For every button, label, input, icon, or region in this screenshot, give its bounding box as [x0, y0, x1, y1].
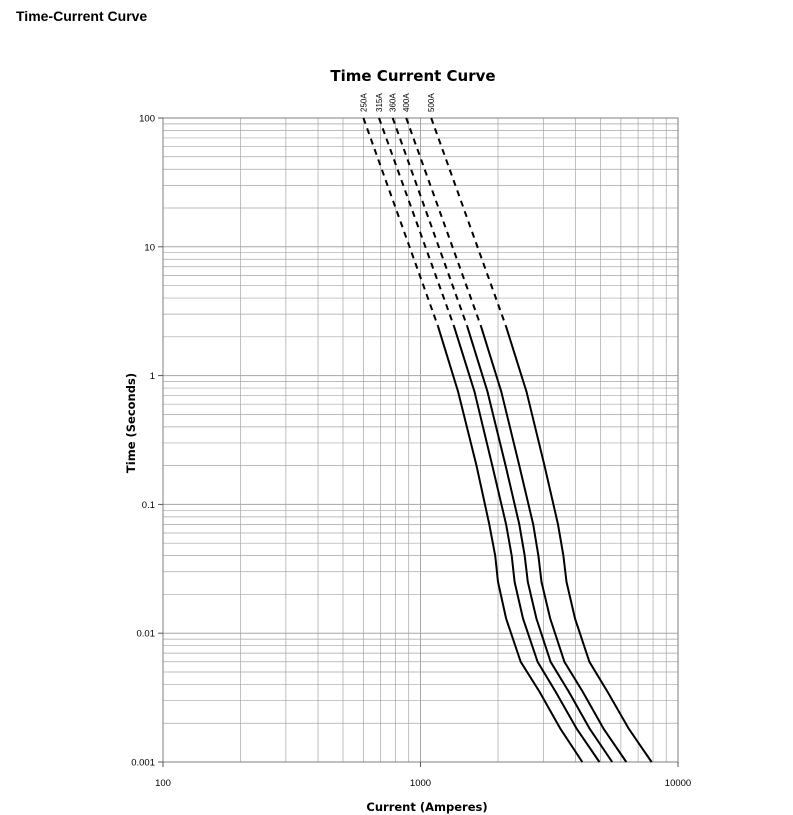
curve-250a-dashed: [362, 117, 440, 327]
y-tick-label: 1: [150, 371, 155, 382]
curve-250a-solid: [437, 326, 584, 763]
curve-label-400a: 400A: [402, 93, 411, 112]
curve-500a-solid: [505, 326, 653, 763]
curve-label-360a: 360A: [389, 93, 398, 112]
chart-grid: [162, 118, 678, 763]
chart-title: Time Current Curve: [330, 67, 495, 85]
x-tick-label: 10000: [665, 778, 691, 789]
y-tick-label: 0.01: [137, 629, 156, 640]
curve-400a-dashed: [405, 117, 483, 327]
y-tick-label: 10: [144, 242, 155, 253]
curve-315a-dashed: [378, 117, 456, 327]
y-axis-label: Time (Seconds): [124, 373, 138, 473]
curve-label-500a: 500A: [427, 93, 436, 112]
y-tick-label: 0.001: [131, 758, 155, 769]
curve-500a-dashed: [430, 117, 508, 327]
curve-series: 250A 315A 360A 400A 500A: [359, 93, 653, 763]
y-tick-label: 0.1: [142, 500, 155, 511]
x-axis-label: Current (Amperes): [366, 800, 487, 814]
curve-400a-solid: [480, 326, 628, 763]
curve-315a-solid: [453, 326, 601, 763]
curve-label-250a: 250A: [359, 93, 368, 112]
y-tick-label: 100: [139, 114, 155, 125]
x-tick-label: 100: [155, 778, 171, 789]
x-tick-label: 1000: [410, 778, 431, 789]
curve-label-315a: 315A: [375, 93, 384, 112]
curve-360a-solid: [466, 326, 614, 763]
curve-360a-dashed: [391, 117, 469, 327]
page-heading: Time-Current Curve: [16, 8, 148, 24]
